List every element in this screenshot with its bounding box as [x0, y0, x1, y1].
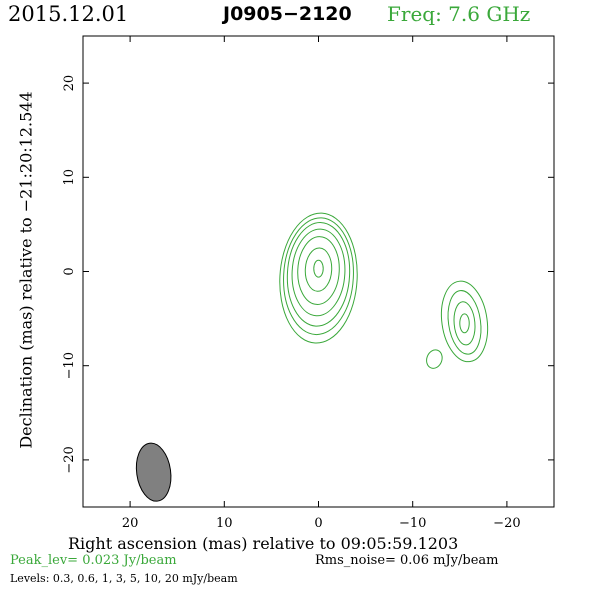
y-axis-label: Declination (mas) relative to −21:20:12.… [16, 91, 36, 449]
contour-core [297, 236, 340, 305]
x-tick-label: 0 [314, 516, 322, 531]
source-name: J0905−2120 [223, 3, 352, 25]
y-tick-label: −10 [62, 352, 77, 379]
contour-core [279, 212, 358, 344]
y-tick-label: 20 [62, 75, 77, 92]
contour-jet [447, 290, 482, 355]
x-tick-label: −20 [493, 516, 520, 531]
contour-jet [453, 301, 476, 346]
x-axis-label: Right ascension (mas) relative to 09:05:… [68, 534, 459, 553]
contour-jet [440, 280, 489, 363]
contour-core [304, 247, 333, 292]
contour-levels: Levels: 0.3, 0.6, 1, 3, 5, 10, 20 mJy/be… [10, 572, 238, 585]
observation-date: 2015.12.01 [8, 2, 129, 26]
x-tick-label: −10 [399, 516, 426, 531]
x-tick-label: 10 [216, 516, 233, 531]
contour-core [283, 217, 354, 336]
contour-core [313, 259, 324, 278]
y-tick-label: 10 [62, 169, 77, 186]
frequency-label: Freq: 7.6 GHz [387, 2, 531, 26]
rms-noise: Rms_noise= 0.06 mJy/beam [315, 553, 499, 568]
plot-frame [82, 35, 555, 508]
contour-blob [426, 349, 443, 369]
beam-ellipse [135, 442, 172, 502]
contour-core [286, 222, 351, 327]
contour-jet [459, 313, 470, 334]
y-tick-label: −20 [62, 446, 77, 473]
x-tick-label: 20 [122, 516, 139, 531]
y-tick-label: 0 [62, 267, 77, 275]
peak-level: Peak_lev= 0.023 Jy/beam [10, 553, 177, 568]
contour-core [291, 228, 346, 317]
